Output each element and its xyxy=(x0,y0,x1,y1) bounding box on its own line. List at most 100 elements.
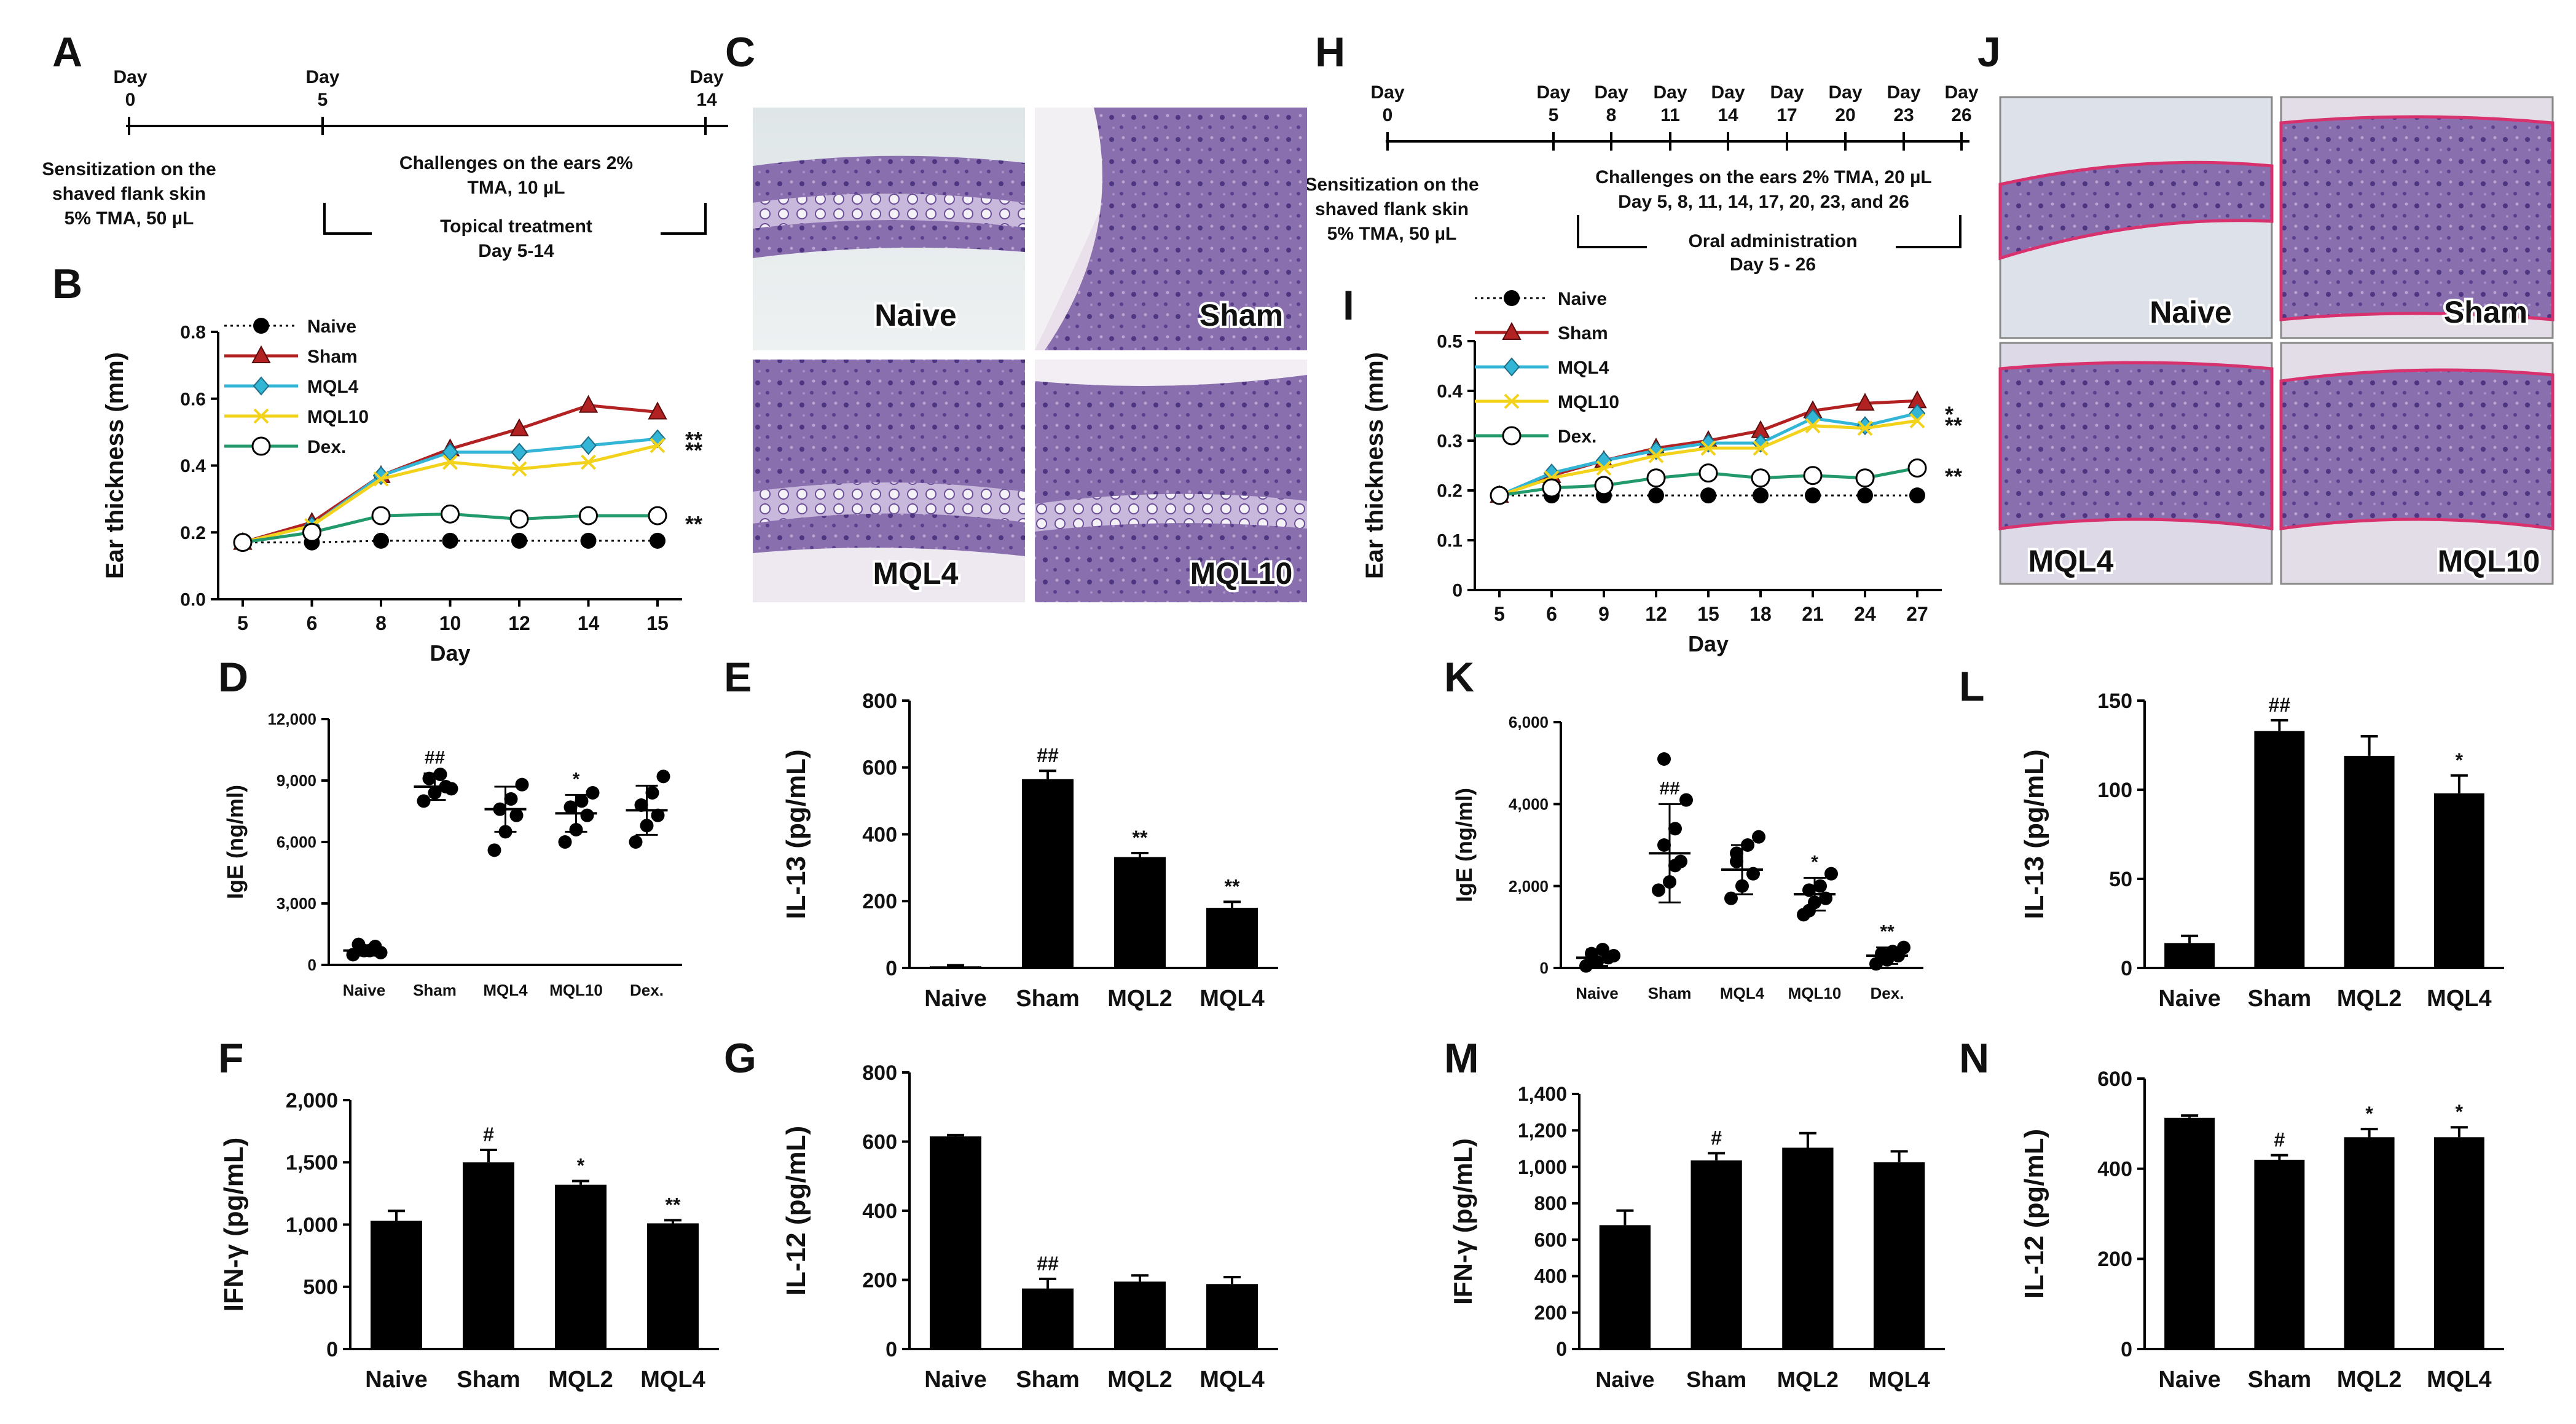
chart-e-bar-0 xyxy=(930,966,981,968)
chart-f-y-tick-label-4: 2,000 xyxy=(286,1089,338,1112)
chart-e-x-tick-label-1: Sham xyxy=(1016,986,1079,1012)
chart-i-y-tick-label-0: 0 xyxy=(1452,581,1463,601)
timeline-a-day-0-value: 0 xyxy=(125,90,136,110)
chart-k-point-4-6 xyxy=(1875,951,1888,965)
chart-i-series-3-point-6 xyxy=(1805,418,1821,434)
chart-i-x-tick-label-5: 18 xyxy=(1749,603,1772,625)
chart-b-series-1-point-6 xyxy=(648,401,667,420)
chart-e-y-axis-label: IL-13 (pg/mL) xyxy=(781,749,811,919)
chart-b-series-4-point-3 xyxy=(441,504,460,524)
chart-g-y-tick-label-1: 200 xyxy=(862,1269,897,1292)
chart-d-y-tick-label-1: 3,000 xyxy=(277,894,316,913)
chart-i-legend-label-1: Sham xyxy=(1558,323,1608,344)
chart-f-annotation-3: ** xyxy=(666,1194,681,1216)
chart-k-point-1-6 xyxy=(1657,752,1671,766)
chart-l-x-tick-label-3: MQL4 xyxy=(2427,986,2492,1012)
chart-k-point-2-4 xyxy=(1741,838,1754,852)
chart-n-x-tick-label-0: Naive xyxy=(2158,1367,2220,1393)
chart-d-point-4-5 xyxy=(656,769,670,784)
chart-b-annotation-1: ** xyxy=(685,438,702,463)
timeline-h-day-label-2: Day xyxy=(1594,82,1628,103)
chart-k-point-0-5 xyxy=(1607,949,1620,962)
chart-b-x-tick-label-0: 5 xyxy=(237,612,248,634)
chart-i-series-3-point-2 xyxy=(1596,460,1612,476)
panel-letter-a: A xyxy=(52,29,82,76)
chart-i-y-axis-label: Ear thickness (mm) xyxy=(1361,352,1388,579)
chart-i-series-4-point-2 xyxy=(1594,476,1614,495)
chart-f-y-tick-label-0: 0 xyxy=(326,1338,338,1361)
chart-n-error-bar-2 xyxy=(2360,1128,2378,1138)
chart-g-y-tick-label-0: 0 xyxy=(886,1338,897,1361)
chart-k-point-1-5 xyxy=(1679,793,1693,807)
chart-e-y-tick-label-2: 400 xyxy=(862,823,897,846)
chart-d-point-0-3 xyxy=(351,937,366,951)
chart-e-x-tick-label-0: Naive xyxy=(924,986,986,1012)
panel-letter-f: F xyxy=(218,1035,244,1082)
panel-letter-m: M xyxy=(1444,1035,1479,1082)
chart-d-point-1-4 xyxy=(433,768,447,781)
chart-i-x-tick-label-0: 5 xyxy=(1494,603,1505,625)
chart-e-y-tick-label-1: 200 xyxy=(862,890,897,913)
chart-d-point-2-2 xyxy=(509,808,524,822)
timeline-a-challenge-1: Challenges on the ears 2% xyxy=(399,153,633,173)
chart-k-point-3-2 xyxy=(1819,891,1832,905)
chart-d-point-4-0 xyxy=(629,835,643,849)
panel-letter-j: J xyxy=(1977,29,2001,76)
chart-n-y-tick-label-1: 200 xyxy=(2097,1248,2132,1271)
chart-f-error-bar-1 xyxy=(480,1149,497,1163)
chart-f-y-tick-label-1: 500 xyxy=(303,1276,338,1299)
chart-i-x-tick-label-4: 15 xyxy=(1697,603,1719,625)
chart-e-y-tick-label-3: 600 xyxy=(862,757,897,780)
chart-e-annotation-2: ** xyxy=(1133,827,1148,849)
chart-k-y-tick-label-3: 6,000 xyxy=(1509,713,1549,731)
chart-l-y-tick-label-1: 50 xyxy=(2109,868,2132,891)
timeline-h: Sensitization on the shaved flank skin 5… xyxy=(1305,82,1979,275)
chart-b-series-2-point-4 xyxy=(511,443,528,462)
chart-l-x-tick-label-2: MQL2 xyxy=(2337,986,2402,1012)
chart-d-point-2-5 xyxy=(515,777,529,792)
chart-d-annotation-3: * xyxy=(573,769,580,789)
chart-d-point-4-1 xyxy=(640,819,654,833)
panel-letter-n: N xyxy=(1959,1035,1989,1082)
chart-i-legend-label-0: Naive xyxy=(1558,289,1607,309)
chart-m-annotation-1: # xyxy=(1711,1127,1722,1149)
chart-i-x-axis-label: Day xyxy=(1688,631,1729,656)
chart-l-bar-0 xyxy=(2164,943,2215,968)
chart-g-y-tick-label-3: 600 xyxy=(862,1130,897,1154)
chart-d-y-axis-label: IgE (ng/ml) xyxy=(222,785,248,899)
chart-g-bar-3 xyxy=(1206,1284,1258,1349)
chart-b-series-3-point-6 xyxy=(650,438,666,454)
chart-m-bar-3 xyxy=(1873,1162,1925,1349)
chart-n-error-bar-1 xyxy=(2271,1154,2288,1160)
chart-e-bar-2 xyxy=(1114,857,1166,968)
histology-c: Naive Sham MQL4 MQL10 xyxy=(753,108,1307,602)
chart-d-point-3-0 xyxy=(558,835,572,849)
chart-k-x-tick-label-0: Naive xyxy=(1576,984,1618,1002)
chart-e-il13: 0 200 400 600 800 IL-13 (pg/mL) Naive Sham MQL2 M… xyxy=(781,690,1278,1012)
chart-i-series-0-point-7 xyxy=(1857,487,1873,504)
timeline-h-sensitization-3: 5% TMA, 50 µL xyxy=(1327,224,1457,244)
chart-b-series-4-point-6 xyxy=(648,506,667,525)
chart-m-ifng: 0 200 400 600 800 1,000 1,200 1,400 IFN-γ (pg/mL… xyxy=(1448,1083,1945,1392)
chart-k-point-1-0 xyxy=(1652,883,1665,897)
chart-n-il12: 0 200 400 600 IL-12 (pg/mL) Naive Sham MQL2 MQL4… xyxy=(2019,1068,2504,1393)
chart-b-series-3-point-3 xyxy=(442,454,458,470)
chart-k-point-3-6 xyxy=(1802,903,1816,918)
chart-b-legend-marker-4 xyxy=(251,436,271,456)
chart-d-point-2-3 xyxy=(493,802,507,816)
chart-i-series-1-point-7 xyxy=(1855,393,1875,411)
chart-m-bar-2 xyxy=(1782,1147,1834,1349)
timeline-h-day-value-3: 11 xyxy=(1660,105,1680,125)
chart-b-y-tick-label-3: 0.6 xyxy=(180,389,206,409)
chart-g-il12: 0 200 400 600 800 IL-12 (pg/mL) Naive Sham MQL2 M… xyxy=(781,1061,1278,1393)
histology-c-mql10-image xyxy=(1035,360,1307,602)
histology-j-naive-label: Naive xyxy=(2150,295,2231,329)
chart-b-series-4-point-2 xyxy=(371,506,391,525)
chart-d-y-tick-label-0: 0 xyxy=(308,956,316,974)
chart-k-y-tick-label-2: 4,000 xyxy=(1509,795,1549,813)
chart-d-point-3-3 xyxy=(564,800,578,814)
chart-f-annotation-1: # xyxy=(483,1123,494,1146)
chart-l-y-tick-label-3: 150 xyxy=(2097,690,2132,713)
chart-b-series-4-point-0 xyxy=(233,533,253,553)
chart-i-series-4-point-0 xyxy=(1490,486,1509,505)
